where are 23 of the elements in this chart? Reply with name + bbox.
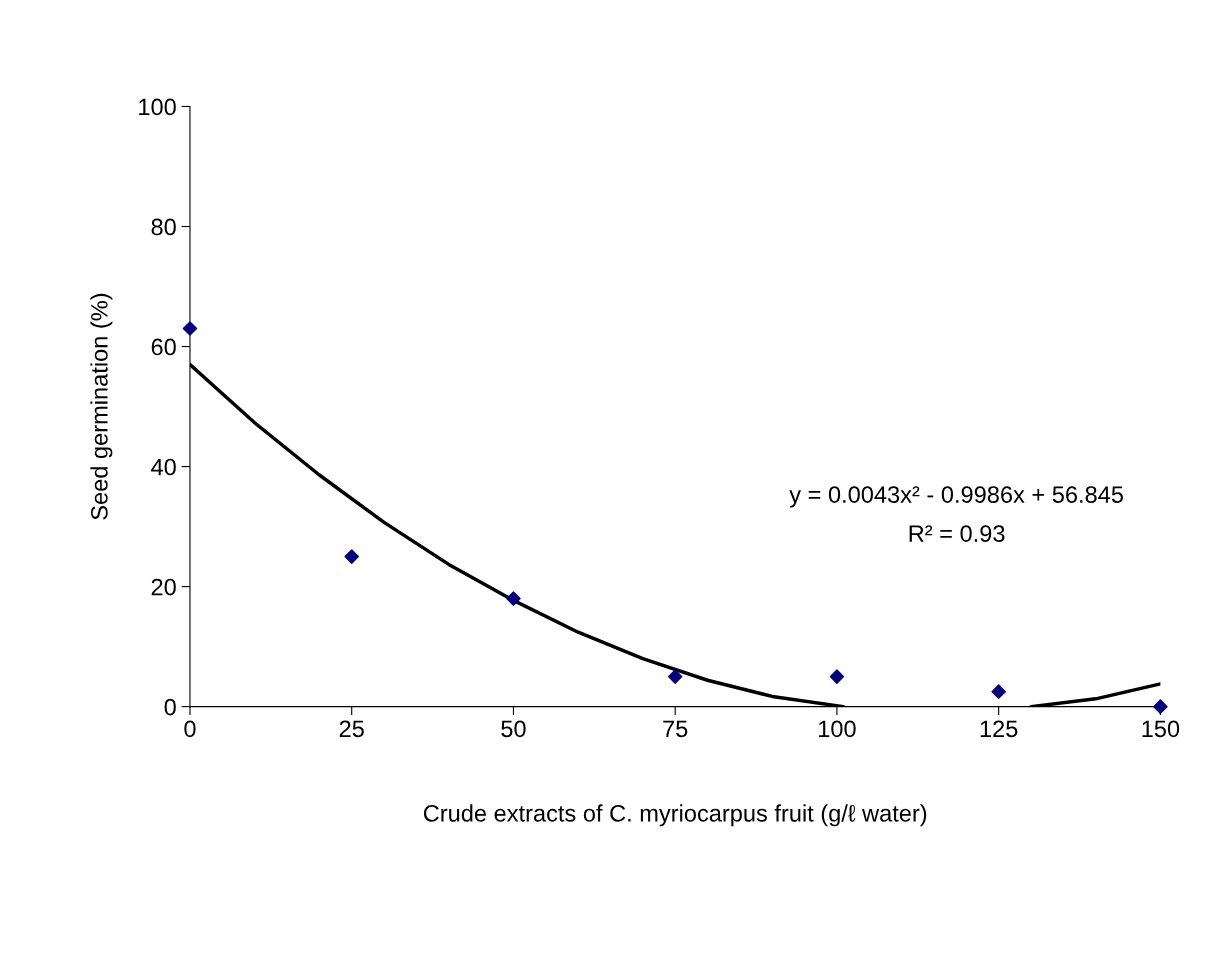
y-axis-title: Seed germination (%) — [90, 293, 113, 520]
y-tick-label: 80 — [151, 218, 176, 236]
point — [344, 549, 359, 564]
point — [991, 684, 1006, 699]
x-tick-label: 0 — [184, 720, 196, 738]
x-tick-label: 25 — [339, 720, 364, 738]
x-tick-label: 125 — [980, 720, 1018, 738]
y-tick-label: 60 — [151, 338, 176, 356]
point — [506, 591, 521, 606]
x-tick-label: 50 — [501, 720, 526, 738]
annotation: R² = 0.93 — [909, 525, 1005, 542]
x-axis-title: Crude extracts of C. myriocarpus fruit (g/ℓ water) — [423, 804, 927, 827]
point — [667, 669, 683, 684]
y-tick-label: 20 — [151, 578, 176, 596]
point — [182, 321, 198, 336]
annotation: y = 0.0043x² - 0.9986x + 56.845 — [789, 486, 1123, 508]
y-tick-label: 0 — [164, 698, 176, 716]
x-tick-label: 150 — [1142, 720, 1180, 738]
x-tick-label: 100 — [819, 720, 856, 738]
y-tick-label: 100 — [139, 98, 176, 116]
point — [829, 669, 845, 684]
y-tick-label: 40 — [151, 458, 176, 476]
x-tick-label: 75 — [663, 720, 688, 738]
